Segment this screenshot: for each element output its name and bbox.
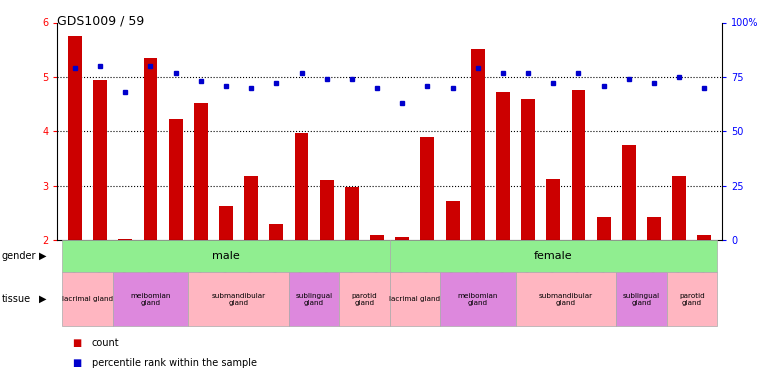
Bar <box>617 272 666 326</box>
Bar <box>63 240 390 272</box>
Bar <box>597 217 610 240</box>
Bar <box>516 272 617 326</box>
Text: meibomian
gland: meibomian gland <box>131 292 170 306</box>
Bar <box>194 103 208 240</box>
Bar <box>63 272 113 326</box>
Bar <box>295 133 309 240</box>
Bar <box>546 179 560 240</box>
Text: parotid
gland: parotid gland <box>679 292 704 306</box>
Bar <box>270 224 283 240</box>
Bar <box>345 187 359 240</box>
Bar <box>118 239 132 240</box>
Bar <box>395 237 410 240</box>
Text: meibomian
gland: meibomian gland <box>458 292 498 306</box>
Bar <box>390 240 717 272</box>
Bar <box>672 176 686 240</box>
Bar <box>289 272 339 326</box>
Bar <box>571 90 585 240</box>
Text: sublingual
gland: sublingual gland <box>623 292 660 306</box>
Bar <box>320 180 334 240</box>
Text: sublingual
gland: sublingual gland <box>296 292 332 306</box>
Text: parotid
gland: parotid gland <box>351 292 377 306</box>
Text: submandibular
gland: submandibular gland <box>212 292 266 306</box>
Bar <box>93 80 107 240</box>
Text: ■: ■ <box>73 358 82 368</box>
Text: lacrimal gland: lacrimal gland <box>62 296 113 302</box>
Text: submandibular
gland: submandibular gland <box>539 292 593 306</box>
Bar <box>471 49 484 240</box>
Text: male: male <box>212 251 240 261</box>
Text: lacrimal gland: lacrimal gland <box>389 296 440 302</box>
Bar <box>113 272 188 326</box>
Text: ■: ■ <box>73 338 82 348</box>
Bar <box>144 58 157 240</box>
Text: gender: gender <box>2 251 36 261</box>
Bar <box>496 92 510 240</box>
Text: count: count <box>92 338 119 348</box>
Bar <box>244 176 258 240</box>
Bar <box>647 217 661 240</box>
Bar <box>339 272 390 326</box>
Bar <box>390 272 440 326</box>
Text: female: female <box>534 251 572 261</box>
Bar <box>370 235 384 240</box>
Text: ▶: ▶ <box>39 294 47 304</box>
Bar <box>68 36 82 240</box>
Bar <box>169 119 183 240</box>
Text: ▶: ▶ <box>39 251 47 261</box>
Bar <box>445 201 459 240</box>
Text: percentile rank within the sample: percentile rank within the sample <box>92 358 257 368</box>
Bar <box>521 99 535 240</box>
Bar <box>666 272 717 326</box>
Bar <box>188 272 289 326</box>
Bar <box>698 235 711 240</box>
Bar <box>440 272 516 326</box>
Text: GDS1009 / 59: GDS1009 / 59 <box>57 15 144 28</box>
Bar <box>219 206 233 240</box>
Bar <box>420 137 434 240</box>
Text: tissue: tissue <box>2 294 31 304</box>
Bar <box>622 145 636 240</box>
